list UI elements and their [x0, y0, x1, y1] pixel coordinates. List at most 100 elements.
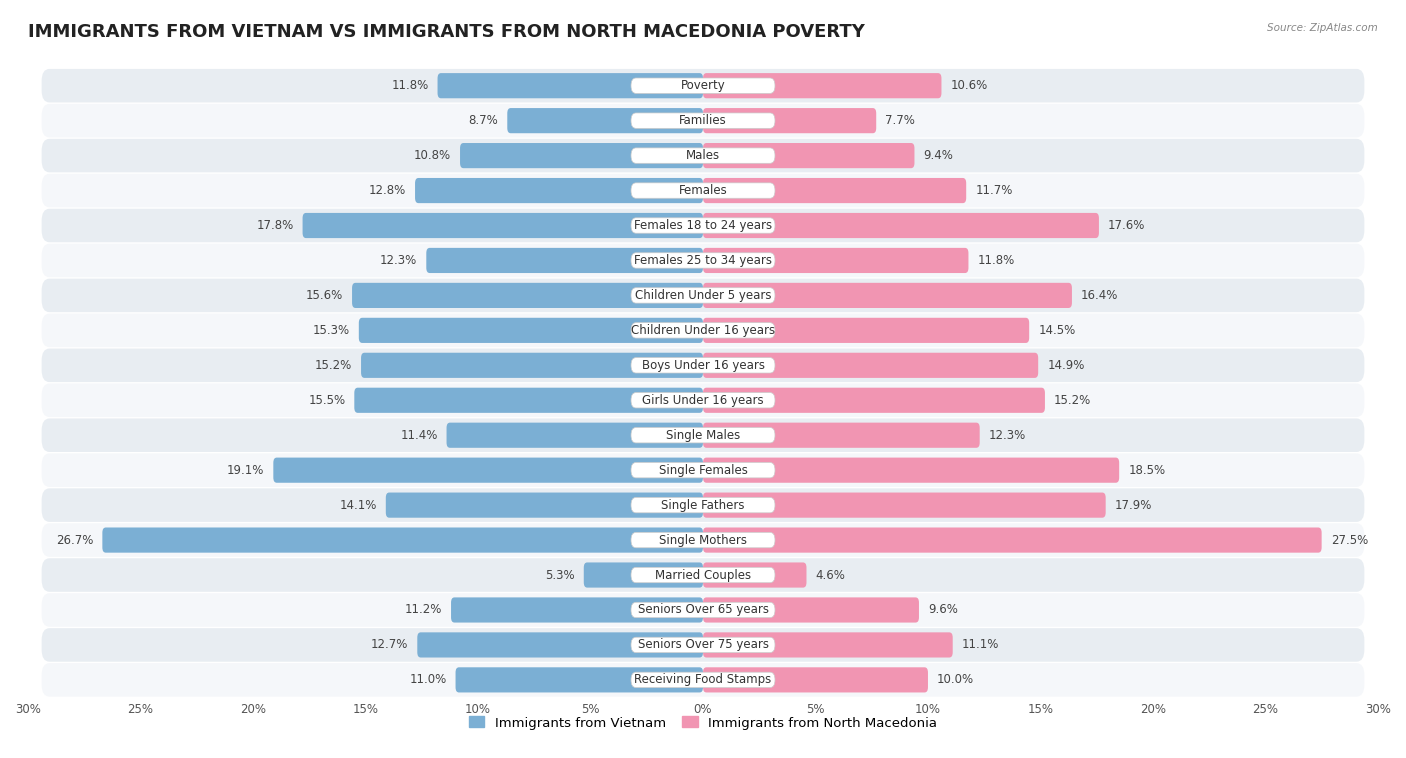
FancyBboxPatch shape [631, 637, 775, 653]
FancyBboxPatch shape [42, 104, 1364, 137]
Text: 12.3%: 12.3% [988, 429, 1026, 442]
FancyBboxPatch shape [42, 418, 1364, 452]
FancyBboxPatch shape [426, 248, 703, 273]
FancyBboxPatch shape [361, 352, 703, 378]
FancyBboxPatch shape [508, 108, 703, 133]
Text: Children Under 5 years: Children Under 5 years [634, 289, 772, 302]
FancyBboxPatch shape [42, 243, 1364, 277]
FancyBboxPatch shape [103, 528, 703, 553]
FancyBboxPatch shape [460, 143, 703, 168]
Text: 17.8%: 17.8% [256, 219, 294, 232]
FancyBboxPatch shape [703, 108, 876, 133]
FancyBboxPatch shape [631, 603, 775, 618]
FancyBboxPatch shape [42, 523, 1364, 557]
FancyBboxPatch shape [42, 384, 1364, 417]
FancyBboxPatch shape [631, 462, 775, 478]
FancyBboxPatch shape [631, 393, 775, 408]
FancyBboxPatch shape [42, 279, 1364, 312]
FancyBboxPatch shape [42, 174, 1364, 208]
FancyBboxPatch shape [703, 632, 953, 657]
FancyBboxPatch shape [631, 358, 775, 373]
FancyBboxPatch shape [703, 283, 1071, 308]
FancyBboxPatch shape [42, 488, 1364, 522]
Legend: Immigrants from Vietnam, Immigrants from North Macedonia: Immigrants from Vietnam, Immigrants from… [464, 711, 942, 735]
Text: 12.7%: 12.7% [371, 638, 408, 651]
Text: 15.5%: 15.5% [308, 393, 346, 407]
FancyBboxPatch shape [273, 458, 703, 483]
Text: 15.2%: 15.2% [315, 359, 352, 372]
Text: 11.4%: 11.4% [401, 429, 437, 442]
FancyBboxPatch shape [42, 139, 1364, 172]
Text: 12.3%: 12.3% [380, 254, 418, 267]
FancyBboxPatch shape [703, 597, 920, 622]
Text: 11.0%: 11.0% [409, 673, 447, 687]
Text: 7.7%: 7.7% [886, 114, 915, 127]
FancyBboxPatch shape [631, 78, 775, 93]
FancyBboxPatch shape [352, 283, 703, 308]
Text: 12.8%: 12.8% [368, 184, 406, 197]
FancyBboxPatch shape [703, 458, 1119, 483]
Text: 14.5%: 14.5% [1038, 324, 1076, 337]
FancyBboxPatch shape [583, 562, 703, 587]
FancyBboxPatch shape [447, 423, 703, 448]
Text: Families: Families [679, 114, 727, 127]
Text: Girls Under 16 years: Girls Under 16 years [643, 393, 763, 407]
Text: 5.3%: 5.3% [546, 568, 575, 581]
Text: 26.7%: 26.7% [56, 534, 93, 547]
FancyBboxPatch shape [703, 423, 980, 448]
FancyBboxPatch shape [631, 148, 775, 163]
Text: Source: ZipAtlas.com: Source: ZipAtlas.com [1267, 23, 1378, 33]
FancyBboxPatch shape [456, 667, 703, 693]
FancyBboxPatch shape [631, 672, 775, 688]
FancyBboxPatch shape [703, 178, 966, 203]
FancyBboxPatch shape [631, 252, 775, 268]
FancyBboxPatch shape [42, 314, 1364, 347]
Text: 11.2%: 11.2% [405, 603, 441, 616]
Text: 10.8%: 10.8% [413, 149, 451, 162]
Text: 9.6%: 9.6% [928, 603, 957, 616]
FancyBboxPatch shape [703, 493, 1105, 518]
FancyBboxPatch shape [703, 318, 1029, 343]
FancyBboxPatch shape [631, 428, 775, 443]
FancyBboxPatch shape [631, 218, 775, 233]
Text: 4.6%: 4.6% [815, 568, 845, 581]
FancyBboxPatch shape [703, 352, 1038, 378]
Text: 11.1%: 11.1% [962, 638, 1000, 651]
FancyBboxPatch shape [437, 73, 703, 99]
FancyBboxPatch shape [703, 667, 928, 693]
FancyBboxPatch shape [415, 178, 703, 203]
Text: 10.0%: 10.0% [936, 673, 974, 687]
Text: Females: Females [679, 184, 727, 197]
Text: IMMIGRANTS FROM VIETNAM VS IMMIGRANTS FROM NORTH MACEDONIA POVERTY: IMMIGRANTS FROM VIETNAM VS IMMIGRANTS FR… [28, 23, 865, 41]
FancyBboxPatch shape [302, 213, 703, 238]
Text: Seniors Over 65 years: Seniors Over 65 years [637, 603, 769, 616]
Text: 11.8%: 11.8% [391, 79, 429, 92]
FancyBboxPatch shape [42, 349, 1364, 382]
FancyBboxPatch shape [631, 567, 775, 583]
FancyBboxPatch shape [451, 597, 703, 622]
Text: 8.7%: 8.7% [468, 114, 498, 127]
FancyBboxPatch shape [631, 532, 775, 548]
Text: 14.1%: 14.1% [339, 499, 377, 512]
Text: Receiving Food Stamps: Receiving Food Stamps [634, 673, 772, 687]
Text: 16.4%: 16.4% [1081, 289, 1118, 302]
Text: 11.7%: 11.7% [976, 184, 1012, 197]
FancyBboxPatch shape [42, 208, 1364, 243]
Text: 15.3%: 15.3% [312, 324, 350, 337]
FancyBboxPatch shape [42, 453, 1364, 487]
Text: 18.5%: 18.5% [1128, 464, 1166, 477]
FancyBboxPatch shape [42, 663, 1364, 697]
Text: Single Fathers: Single Fathers [661, 499, 745, 512]
FancyBboxPatch shape [631, 497, 775, 513]
Text: 11.8%: 11.8% [977, 254, 1015, 267]
Text: Children Under 16 years: Children Under 16 years [631, 324, 775, 337]
Text: Single Mothers: Single Mothers [659, 534, 747, 547]
FancyBboxPatch shape [631, 113, 775, 128]
FancyBboxPatch shape [703, 213, 1099, 238]
FancyBboxPatch shape [703, 528, 1322, 553]
FancyBboxPatch shape [703, 143, 914, 168]
FancyBboxPatch shape [631, 323, 775, 338]
FancyBboxPatch shape [42, 628, 1364, 662]
Text: Single Females: Single Females [658, 464, 748, 477]
FancyBboxPatch shape [42, 558, 1364, 592]
